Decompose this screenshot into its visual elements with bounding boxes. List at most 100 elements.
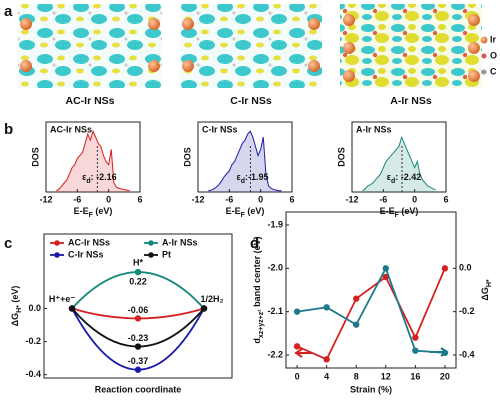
d-band-label: εd:-1.95 bbox=[236, 172, 268, 185]
x-axis-label: E-EF (eV) bbox=[226, 206, 265, 219]
panel-label: d bbox=[250, 235, 259, 252]
d-band-label-part: ε bbox=[387, 172, 392, 182]
legend-label: Ir bbox=[490, 34, 497, 44]
x-tick-label: 12 bbox=[381, 371, 391, 381]
x-axis-label-part: F bbox=[241, 212, 246, 219]
point bbox=[68, 305, 76, 312]
legend-label: A-Ir NSs bbox=[162, 237, 198, 247]
plot-frame bbox=[197, 121, 293, 193]
legend-marker bbox=[148, 240, 154, 246]
d-band-label-part: d bbox=[391, 178, 395, 185]
y2-tick-label: -0.2 bbox=[459, 306, 475, 316]
x-tick-label: 8 bbox=[354, 371, 359, 381]
dos-line bbox=[208, 130, 282, 192]
y-axis-label-part: xz+yz+z² bbox=[258, 309, 265, 338]
y-axis-label-part: ΔG bbox=[10, 313, 20, 326]
x-axis-label-part: (eV) bbox=[93, 206, 113, 216]
y-axis-label: dxz+yz+z² band center (eV) bbox=[252, 236, 265, 343]
y2-axis-label: ΔGH* bbox=[480, 279, 493, 301]
series-line bbox=[296, 267, 446, 361]
x-tick-label: -12 bbox=[39, 194, 52, 204]
x-tick-label: -12 bbox=[345, 194, 358, 204]
x-axis-label-part: F bbox=[89, 212, 94, 219]
structure-image bbox=[18, 4, 162, 88]
category-label: H⁺+e⁻ bbox=[49, 294, 76, 304]
y-axis-label: DOS bbox=[182, 147, 192, 167]
point bbox=[200, 305, 208, 312]
x-tick-label: 6 bbox=[137, 194, 142, 204]
y-tick-label: -0.2 bbox=[25, 336, 41, 346]
x-tick-label: 0 bbox=[258, 194, 263, 204]
y-axis-label: DOS bbox=[336, 147, 346, 167]
x-tick-label: 4 bbox=[324, 371, 329, 381]
y-axis-label-part: H* bbox=[16, 305, 23, 313]
y-tick-label: 0.0 bbox=[28, 303, 41, 313]
category-label: H* bbox=[133, 257, 143, 267]
value-label: -0.23 bbox=[128, 333, 149, 343]
legend-atom bbox=[481, 53, 487, 59]
series-line bbox=[296, 266, 445, 354]
legend-label: Pt bbox=[162, 249, 171, 259]
x-tick-label: -6 bbox=[379, 194, 387, 204]
point bbox=[293, 343, 301, 350]
category-label: 1/2H₂ bbox=[200, 294, 223, 304]
x-tick-label: 6 bbox=[443, 194, 448, 204]
plot-title: AC-Ir NSs bbox=[50, 124, 92, 134]
panel-label: a bbox=[4, 3, 13, 20]
d-band-label-part: :-1.95 bbox=[245, 172, 269, 182]
structure-label: AC-Ir NSs bbox=[65, 95, 114, 107]
structure-label: C-Ir NSs bbox=[230, 95, 272, 107]
point bbox=[382, 265, 389, 272]
plot-frame bbox=[43, 233, 233, 379]
y2-axis-label-part: ΔG bbox=[480, 287, 490, 300]
y2-axis-label-part: H* bbox=[486, 279, 493, 287]
y-tick-label: -2.2 bbox=[267, 349, 283, 359]
y-axis-label: ΔGH* (eV) bbox=[10, 286, 23, 327]
point bbox=[323, 304, 330, 311]
structure-images bbox=[18, 4, 488, 88]
point bbox=[412, 334, 419, 341]
dos-area bbox=[208, 131, 282, 192]
x-tick-label: 6 bbox=[289, 194, 294, 204]
point bbox=[353, 295, 360, 302]
d-band-label-part: : -2.42 bbox=[395, 172, 421, 182]
value-label: -0.37 bbox=[128, 356, 149, 366]
structure-image bbox=[340, 4, 482, 88]
x-tick-label: 0 bbox=[295, 371, 300, 381]
x-tick-label: -6 bbox=[225, 194, 233, 204]
value-label: -0.06 bbox=[128, 305, 149, 315]
x-tick-label: -12 bbox=[191, 194, 204, 204]
legend-label: C bbox=[490, 66, 497, 76]
plot-frame bbox=[285, 211, 457, 369]
dos-line bbox=[56, 129, 130, 192]
d-band-label: εd: -2.42 bbox=[387, 172, 422, 185]
point bbox=[441, 265, 449, 272]
point bbox=[134, 366, 142, 373]
legend-marker bbox=[54, 240, 60, 246]
structure-label: A-Ir NSs bbox=[390, 95, 432, 107]
y-axis-label-part: d bbox=[252, 338, 262, 344]
plot-frame bbox=[45, 121, 141, 193]
d-band-label-part: ε bbox=[82, 172, 87, 182]
point bbox=[293, 308, 301, 315]
panel-label: c bbox=[4, 235, 12, 252]
y2-tick-label: -0.4 bbox=[459, 349, 475, 359]
legend-marker bbox=[54, 252, 60, 258]
x-axis-label-part: E-E bbox=[226, 206, 241, 216]
d-band-label: εd: -2.16 bbox=[82, 172, 117, 185]
legend-label: O bbox=[490, 50, 497, 60]
y2-tick-label: 0.0 bbox=[459, 263, 472, 273]
x-axis-label-part: (eV) bbox=[399, 206, 419, 216]
plot-title: A-Ir NSs bbox=[356, 124, 392, 134]
point bbox=[353, 321, 360, 328]
x-axis-label-part: (eV) bbox=[245, 206, 265, 216]
x-axis-label-part: E-E bbox=[74, 206, 89, 216]
x-axis-label: Reaction coordinate bbox=[95, 384, 182, 394]
atoms bbox=[20, 14, 480, 82]
x-axis-label: E-EF (eV) bbox=[380, 206, 419, 219]
d-band-label-part: d bbox=[86, 178, 90, 185]
x-tick-label: -6 bbox=[73, 194, 81, 204]
legend-atom bbox=[481, 69, 487, 75]
x-axis-label-part: E-E bbox=[380, 206, 395, 216]
